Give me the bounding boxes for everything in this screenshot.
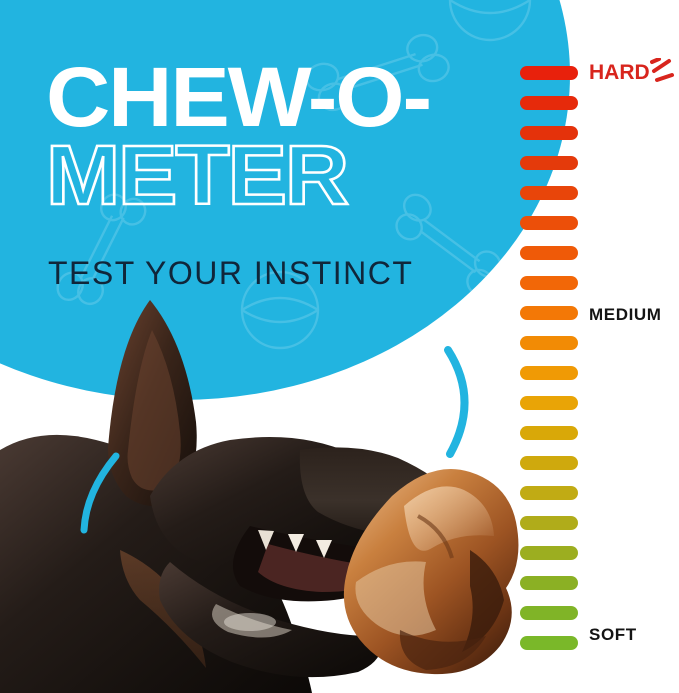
meter-bar-1	[520, 66, 578, 80]
meter-bar-6	[520, 216, 578, 230]
bone-pattern-icon	[56, 0, 532, 350]
meter-bar-12	[520, 396, 578, 410]
meter-bar-5	[520, 186, 578, 200]
roasted-bone-treat	[343, 469, 519, 675]
meter-bar-8	[520, 276, 578, 290]
meter-label-soft: SOFT	[589, 625, 637, 644]
chew-hardness-meter[interactable]	[520, 66, 580, 650]
meter-bar-15	[520, 486, 578, 500]
meter-bar-4	[520, 156, 578, 170]
meter-bar-13	[520, 426, 578, 440]
headline-group: CHEW-O- METER	[45, 55, 466, 218]
meter-label-medium: MEDIUM	[589, 305, 662, 324]
meter-bar-7	[520, 246, 578, 260]
hard-accent-dashes-icon	[650, 58, 674, 82]
doberman-dog-illustration	[0, 300, 519, 693]
meter-bar-3	[520, 126, 578, 140]
dog-photo	[0, 300, 520, 693]
page-title-line-2: METER	[45, 127, 351, 222]
meter-bar-2	[520, 96, 578, 110]
meter-bar-10	[520, 336, 578, 350]
motion-arc-right	[444, 346, 469, 458]
meter-bar-16	[520, 516, 578, 530]
motion-arc-left	[80, 452, 120, 534]
meter-bar-19	[520, 606, 578, 620]
blue-background-blob	[0, 0, 570, 400]
meter-bar-17	[520, 546, 578, 560]
meter-bar-18	[520, 576, 578, 590]
page-subtitle: TEST YOUR INSTINCT	[48, 255, 414, 291]
meter-bar-9	[520, 306, 578, 320]
meter-bar-20	[520, 636, 578, 650]
page-title-line-1: CHEW-O-	[46, 50, 432, 144]
meter-bar-14	[520, 456, 578, 470]
meter-bar-11	[520, 366, 578, 380]
meter-label-hard: HARD	[589, 61, 650, 84]
